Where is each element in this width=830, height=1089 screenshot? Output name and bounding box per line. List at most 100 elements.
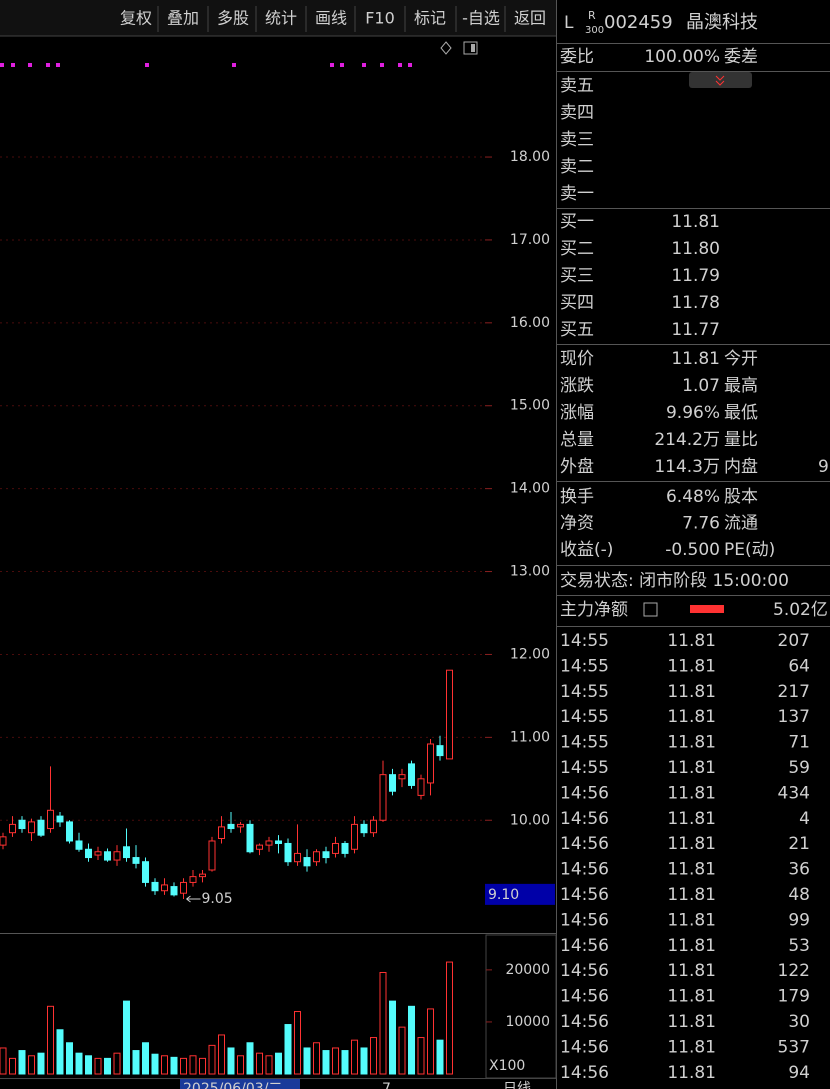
volume-bar: [398, 1026, 406, 1075]
tick-volume: 207: [778, 631, 810, 651]
panel-icon-fill: [471, 44, 475, 52]
low-annotation-label: 9.05: [202, 891, 233, 907]
tick-volume: 53: [788, 936, 810, 956]
toolbar-button[interactable]: 复权: [120, 9, 152, 28]
candle-body: [218, 826, 225, 839]
toolbar-bg: [0, 0, 556, 36]
volume-bar: [370, 1037, 377, 1075]
bid-price: 11.81: [671, 212, 720, 232]
volume-tick-label: 20000: [505, 962, 550, 978]
volume-bar: [341, 1050, 349, 1075]
fund-label: PE(动): [724, 540, 775, 560]
stat-label: 外盘: [560, 457, 594, 477]
candle-body: [161, 884, 168, 892]
tick-time: 14:56: [560, 1063, 609, 1083]
stock-name: 晶澳科技: [686, 12, 758, 33]
y-tick-label: 16.00: [510, 315, 550, 331]
volume-bar: [85, 1055, 92, 1075]
volume-bar: [246, 1042, 254, 1075]
fund-label: 换手: [560, 487, 594, 507]
volume-bar: [18, 1050, 26, 1075]
tick-time: 14:55: [560, 682, 609, 702]
toolbar-button[interactable]: 画线: [315, 9, 347, 28]
tick-volume: 4: [799, 809, 810, 829]
toolbar-button[interactable]: 多股: [217, 9, 249, 28]
tick-volume: 21: [788, 834, 810, 854]
candle-body: [85, 848, 92, 859]
volume-bar: [303, 1047, 311, 1075]
tick-time: 14:56: [560, 1037, 609, 1057]
fund-label: 股本: [724, 487, 758, 507]
candle-body: [284, 842, 292, 863]
volume-bar: [379, 971, 387, 1075]
volume-bar: [351, 1039, 358, 1075]
candle-body: [246, 823, 254, 853]
signal-dots: [0, 63, 412, 67]
candle-body: [0, 836, 7, 846]
diamond-icon[interactable]: [440, 41, 452, 55]
tick-price: 11.81: [667, 834, 716, 854]
fund-value: 7.76: [682, 514, 720, 534]
tick-time: 14:55: [560, 733, 609, 753]
toolbar-button[interactable]: 返回: [514, 9, 546, 28]
panel-icon[interactable]: [463, 41, 478, 55]
volume-bar: [94, 1057, 102, 1075]
tick-volume: 99: [788, 910, 810, 930]
tick-volume: 36: [788, 860, 810, 880]
stock-code: 002459: [604, 12, 673, 33]
tick-price: 11.81: [667, 783, 716, 803]
period-label[interactable]: 日线: [503, 1081, 531, 1089]
stat-label: 今开: [724, 349, 758, 369]
candle-body: [408, 763, 415, 786]
tick-volume: 122: [778, 961, 810, 981]
volume-bar: [360, 1047, 368, 1075]
tick-time: 14:56: [560, 987, 609, 1007]
toolbar-button[interactable]: -自选: [462, 9, 500, 28]
y-tick-label: 10.00: [510, 812, 550, 828]
candle-body: [294, 852, 301, 863]
flow-icon[interactable]: [643, 602, 658, 617]
volume-bar: [284, 1024, 292, 1075]
tick-price: 11.81: [667, 1063, 716, 1083]
bid-price: 11.77: [671, 320, 720, 340]
volume-bar: [237, 1055, 244, 1075]
volume-bar: [265, 1055, 273, 1075]
bid-price: 11.78: [671, 293, 720, 313]
tag-bottom: 300: [585, 25, 604, 36]
bid-label: 买四: [560, 293, 594, 313]
ask-label: 卖四: [560, 103, 594, 123]
stat-label: 最低: [724, 403, 758, 423]
candle-body: [56, 815, 64, 823]
tick-time: 14:56: [560, 1012, 609, 1032]
tick-time: 14:56: [560, 834, 609, 854]
volume-bar: [408, 1005, 415, 1075]
bid-label: 买一: [560, 212, 594, 232]
candle-body: [9, 823, 16, 834]
ask-label: 卖一: [560, 184, 594, 204]
volume-bar: [142, 1042, 149, 1075]
date-highlight: [180, 1079, 300, 1089]
volume-bar: [75, 1052, 83, 1075]
stat-label: 现价: [560, 349, 594, 369]
tick-time: 14:55: [560, 758, 609, 778]
toolbar-button[interactable]: F10: [365, 9, 395, 28]
volume-bar: [436, 1039, 444, 1075]
tick-volume: 537: [778, 1037, 810, 1057]
candle-body: [170, 886, 178, 896]
volume-bar: [180, 1057, 187, 1075]
toolbar-button[interactable]: 标记: [414, 9, 446, 28]
candle-body: [18, 819, 26, 830]
price-marker-label: 9.10: [488, 887, 519, 903]
volume-bar: [37, 1052, 45, 1075]
y-tick-label: 12.00: [510, 646, 550, 662]
volume-bar: [275, 1052, 282, 1075]
main-flow-label: 主力净额: [560, 600, 628, 620]
date-tick: 7: [382, 1081, 391, 1089]
toolbar-button[interactable]: 统计: [265, 9, 297, 28]
toolbar-button[interactable]: 叠加: [167, 9, 199, 28]
bid-label: 买二: [560, 239, 594, 259]
tick-price: 11.81: [667, 758, 716, 778]
y-tick-label: 15.00: [510, 398, 550, 414]
date-label: 2025/06/03/二: [183, 1081, 282, 1089]
tick-price: 11.81: [667, 910, 716, 930]
